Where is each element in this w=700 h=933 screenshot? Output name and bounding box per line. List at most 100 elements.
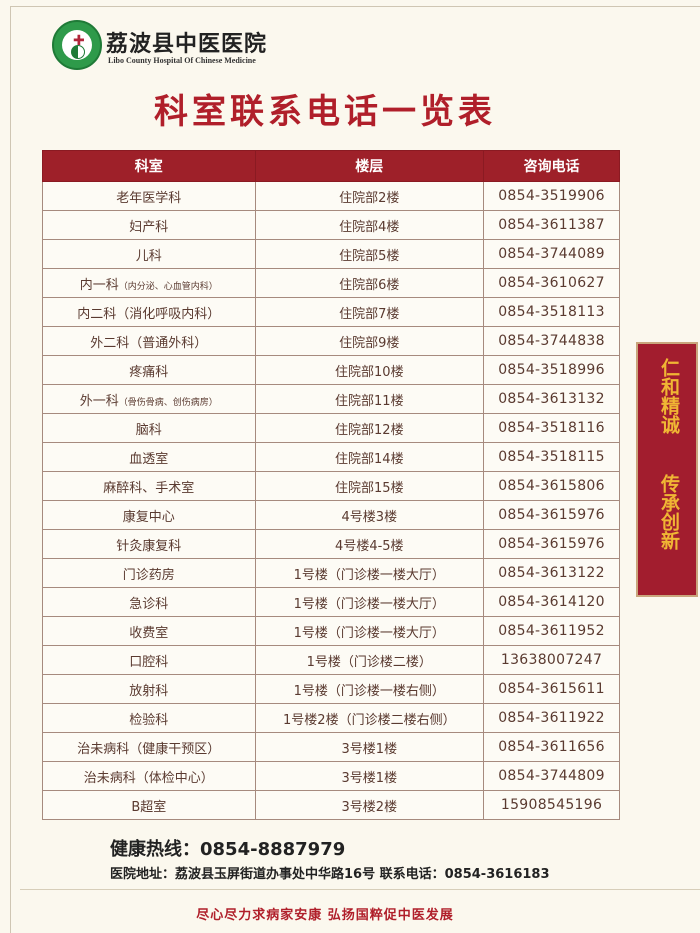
dept-cell: 疼痛科 xyxy=(42,355,256,385)
floor-cell: 1号楼（门诊楼一楼大厅） xyxy=(254,587,485,617)
dept-note: （骨伤骨病、创伤病房） xyxy=(118,397,218,408)
phone-cell: 0854-3615976 xyxy=(483,529,620,559)
dept-cell: 门诊药房 xyxy=(42,558,256,588)
column-header-dept: 科室 xyxy=(42,150,256,182)
phone-cell: 0854-3615806 xyxy=(483,471,620,501)
banner-line-2: 传承创新 xyxy=(658,474,680,550)
page-frame xyxy=(10,6,700,933)
dept-name: 急诊科 xyxy=(129,596,169,612)
floor-cell: 住院部2楼 xyxy=(254,181,485,211)
phone-cell: 0854-3611952 xyxy=(483,616,620,646)
dept-cell: 血透室 xyxy=(42,442,256,472)
dept-name: 老年医学科 xyxy=(116,190,182,206)
column-header-floor: 楼层 xyxy=(254,150,485,182)
table-row: 血透室 住院部14楼 0854-3518115 xyxy=(42,442,620,472)
floor-cell: 1号楼（门诊楼一楼右侧） xyxy=(254,674,485,704)
floor-cell: 1号楼（门诊楼一楼大厅） xyxy=(254,558,485,588)
phone-cell: 0854-3615611 xyxy=(483,674,620,704)
phone-cell: 0854-3519906 xyxy=(483,181,620,211)
floor-cell: 住院部9楼 xyxy=(254,326,485,356)
floor-cell: 住院部4楼 xyxy=(254,210,485,240)
table-row: 疼痛科 住院部10楼 0854-3518996 xyxy=(42,355,620,385)
table-row: 外二科（普通外科） 住院部9楼 0854-3744838 xyxy=(42,326,620,356)
dept-cell: 治未病科（体检中心） xyxy=(42,761,256,791)
dept-name: 疼痛科 xyxy=(129,364,169,380)
dept-cell: 收费室 xyxy=(42,616,256,646)
calligraphy-banner: 仁和精诚 传承创新 xyxy=(636,342,698,597)
dept-name: 治未病科（体检中心） xyxy=(83,770,214,786)
phone-cell: 0854-3613132 xyxy=(483,384,620,414)
phone-cell: 0854-3744838 xyxy=(483,326,620,356)
floor-cell: 住院部7楼 xyxy=(254,297,485,327)
dept-name: 针灸康复科 xyxy=(116,538,182,554)
table-row: 内二科（消化呼吸内科） 住院部7楼 0854-3518113 xyxy=(42,297,620,327)
yin-yang-icon xyxy=(71,45,85,59)
page-title: 科室联系电话一览表 xyxy=(154,92,496,132)
dept-name: 妇产科 xyxy=(129,219,169,235)
floor-cell: 住院部10楼 xyxy=(254,355,485,385)
dept-cell: 检验科 xyxy=(42,703,256,733)
floor-cell: 1号楼（门诊楼二楼） xyxy=(254,645,485,675)
table-row: 急诊科 1号楼（门诊楼一楼大厅） 0854-3614120 xyxy=(42,587,620,617)
dept-name: 外二科（普通外科） xyxy=(90,335,208,351)
floor-cell: 住院部6楼 xyxy=(254,268,485,298)
dept-name: 检验科 xyxy=(129,712,169,728)
floor-cell: 3号楼2楼 xyxy=(254,790,485,820)
slogan: 尽心尽力求病家安康 弘扬国粹促中医发展 xyxy=(196,908,454,923)
contact-table: 科室 楼层 咨询电话 老年医学科 住院部2楼 0854-3519906 妇产科 住… xyxy=(42,150,620,820)
dept-name: 麻醉科、手术室 xyxy=(103,480,195,496)
dept-name: B超室 xyxy=(131,799,167,815)
dept-cell: 外二科（普通外科） xyxy=(42,326,256,356)
phone-cell: 0854-3518996 xyxy=(483,355,620,385)
divider xyxy=(20,889,700,890)
dept-cell: 脑科 xyxy=(42,413,256,443)
table-row: 治未病科（体检中心） 3号楼1楼 0854-3744809 xyxy=(42,761,620,791)
floor-cell: 1号楼（门诊楼一楼大厅） xyxy=(254,616,485,646)
dept-name: 门诊药房 xyxy=(122,567,175,583)
table-row: 外一科（骨伤骨病、创伤病房） 住院部11楼 0854-3613132 xyxy=(42,384,620,414)
table-row: 老年医学科 住院部2楼 0854-3519906 xyxy=(42,181,620,211)
floor-cell: 4号楼4-5楼 xyxy=(254,529,485,559)
phone-cell: 15908545196 xyxy=(483,790,620,820)
phone-cell: 13638007247 xyxy=(483,645,620,675)
dept-cell: 内二科（消化呼吸内科） xyxy=(42,297,256,327)
dept-name: 血透室 xyxy=(129,451,169,467)
table-row: 康复中心 4号楼3楼 0854-3615976 xyxy=(42,500,620,530)
phone-cell: 0854-3744809 xyxy=(483,761,620,791)
dept-cell: B超室 xyxy=(42,790,256,820)
phone-cell: 0854-3613122 xyxy=(483,558,620,588)
floor-cell: 住院部5楼 xyxy=(254,239,485,269)
table-row: 放射科 1号楼（门诊楼一楼右侧） 0854-3615611 xyxy=(42,674,620,704)
dept-name: 内二科（消化呼吸内科） xyxy=(77,306,221,322)
dept-cell: 口腔科 xyxy=(42,645,256,675)
dept-cell: 针灸康复科 xyxy=(42,529,256,559)
floor-cell: 住院部11楼 xyxy=(254,384,485,414)
dept-cell: 内一科（内分泌、心血管内科） xyxy=(42,268,256,298)
phone-cell: 0854-3611656 xyxy=(483,732,620,762)
table-row: B超室 3号楼2楼 15908545196 xyxy=(42,790,620,820)
banner-line-1: 仁和精诚 xyxy=(658,358,680,434)
table-row: 麻醉科、手术室 住院部15楼 0854-3615806 xyxy=(42,471,620,501)
table-row: 治未病科（健康干预区） 3号楼1楼 0854-3611656 xyxy=(42,732,620,762)
floor-cell: 住院部12楼 xyxy=(254,413,485,443)
table-row: 妇产科 住院部4楼 0854-3611387 xyxy=(42,210,620,240)
dept-cell: 外一科（骨伤骨病、创伤病房） xyxy=(42,384,256,414)
dept-name: 康复中心 xyxy=(122,509,175,525)
floor-cell: 4号楼3楼 xyxy=(254,500,485,530)
dept-cell: 放射科 xyxy=(42,674,256,704)
dept-name: 内一科 xyxy=(79,277,119,293)
floor-cell: 3号楼1楼 xyxy=(254,761,485,791)
dept-name: 治未病科（健康干预区） xyxy=(77,741,221,757)
dept-cell: 老年医学科 xyxy=(42,181,256,211)
dept-name: 收费室 xyxy=(129,625,169,641)
phone-cell: 0854-3518115 xyxy=(483,442,620,472)
dept-name: 脑科 xyxy=(135,422,162,438)
dept-name: 外一科 xyxy=(79,393,119,409)
phone-cell: 0854-3611922 xyxy=(483,703,620,733)
table-row: 口腔科 1号楼（门诊楼二楼） 13638007247 xyxy=(42,645,620,675)
dept-name: 儿科 xyxy=(135,248,162,264)
phone-cell: 0854-3614120 xyxy=(483,587,620,617)
dept-cell: 急诊科 xyxy=(42,587,256,617)
floor-cell: 住院部14楼 xyxy=(254,442,485,472)
floor-cell: 住院部15楼 xyxy=(254,471,485,501)
